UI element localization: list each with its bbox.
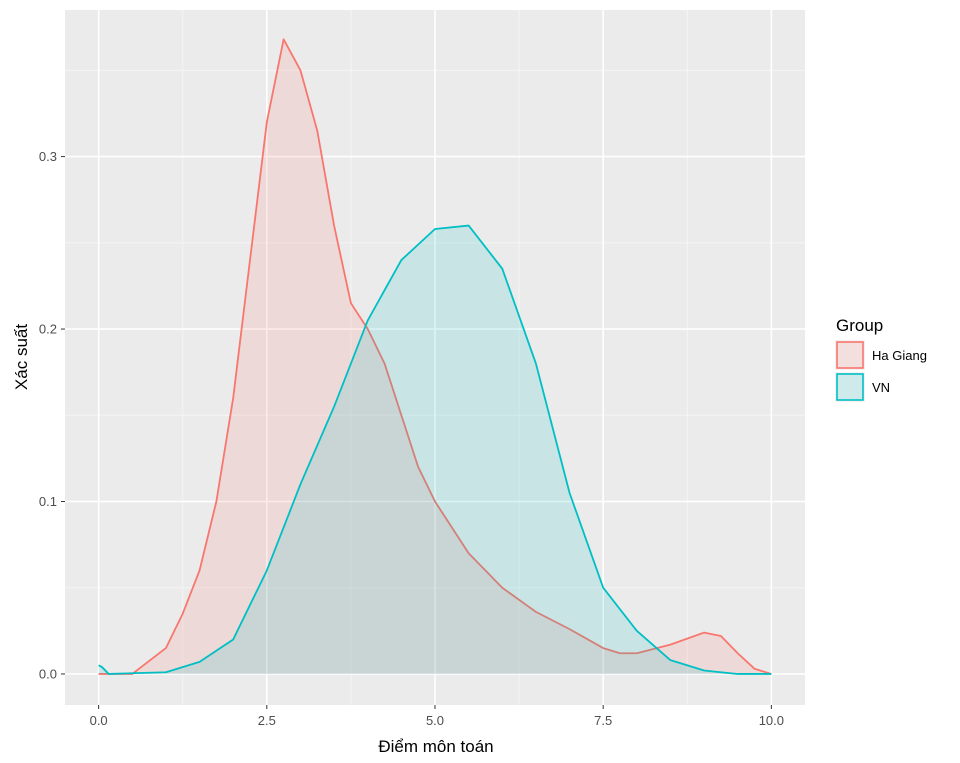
legend-key-background (835, 340, 865, 370)
legend-swatch (836, 341, 864, 369)
legend-items: Ha Giang VN (835, 340, 927, 402)
legend-title: Group (836, 316, 883, 335)
series-layer (98, 38, 772, 675)
y-tick-label: 0.3 (39, 149, 57, 164)
y-tick-label: 0.0 (39, 666, 57, 681)
density-line-ha-giang (98, 38, 772, 675)
legend-key-background (835, 372, 865, 402)
y-axis: 0.0 0.1 0.2 0.3 (39, 149, 65, 681)
x-tick-label: 5.0 (426, 713, 444, 728)
x-axis: 0.0 2.5 5.0 7.5 10.0 (90, 705, 784, 728)
legend: Group Ha Giang VN (835, 316, 927, 402)
x-axis-title: Điểm môn toán (378, 737, 493, 756)
y-tick-label: 0.2 (39, 322, 57, 337)
legend-swatch (836, 373, 864, 401)
x-tick-label: 2.5 (258, 713, 276, 728)
legend-item-vn: VN (835, 372, 890, 402)
legend-label: Ha Giang (872, 348, 927, 363)
x-tick-label: 7.5 (594, 713, 612, 728)
x-tick-label: 0.0 (90, 713, 108, 728)
x-tick-label: 10.0 (759, 713, 784, 728)
density-line-vn (98, 224, 772, 675)
y-tick-label: 0.1 (39, 494, 57, 509)
y-axis-title: Xác suất (12, 324, 31, 390)
legend-item-ha-giang: Ha Giang (835, 340, 927, 370)
density-area-vn (98, 225, 772, 674)
density-area-ha-giang (98, 39, 772, 674)
legend-label: VN (872, 380, 890, 395)
